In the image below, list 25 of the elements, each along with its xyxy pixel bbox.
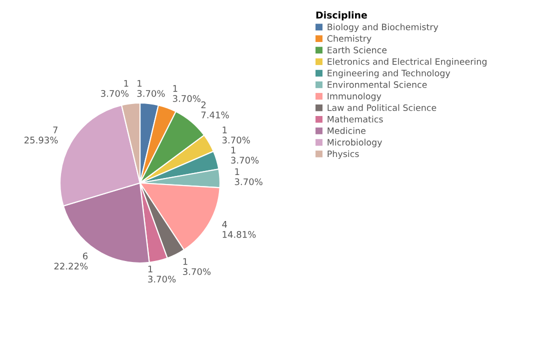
- data-label: 1 3.70%: [222, 126, 250, 144]
- legend-label: Microbiology: [328, 138, 382, 148]
- data-label: 1 3.70%: [231, 146, 259, 164]
- data-label: 1 3.70%: [137, 80, 165, 97]
- data-label: 1 3.70%: [183, 258, 211, 276]
- legend-label: Earth Science: [328, 46, 387, 54]
- legend-label: Environmental Science: [328, 81, 427, 88]
- legend-label: Chemistry: [327, 35, 372, 44]
- legend-label: Biology and Biochemistry: [328, 24, 438, 32]
- data-label: 4 14.81%: [222, 221, 256, 238]
- legend-label: Medicine: [328, 127, 366, 134]
- legend-label: Engineering and Technology: [328, 70, 450, 78]
- legend-label: Physics: [328, 150, 359, 159]
- legend-label: Immunology: [328, 92, 382, 102]
- data-label: 1 3.70%: [148, 266, 176, 283]
- data-label: 6 22.22%: [54, 252, 88, 270]
- data-label: 1 3.70%: [172, 85, 200, 102]
- legend-title: Discipline: [316, 11, 367, 20]
- legend-label: Eletronics and Electrical Engineering: [328, 58, 486, 67]
- legend-label: Law and Political Science: [328, 104, 436, 111]
- data-label: 1 3.70%: [234, 168, 262, 186]
- data-label: 2 7.41%: [201, 101, 229, 118]
- legend-label: Mathematics: [328, 116, 383, 123]
- data-label: 1 3.70%: [101, 80, 129, 97]
- data-label: 7 25.93%: [24, 126, 58, 144]
